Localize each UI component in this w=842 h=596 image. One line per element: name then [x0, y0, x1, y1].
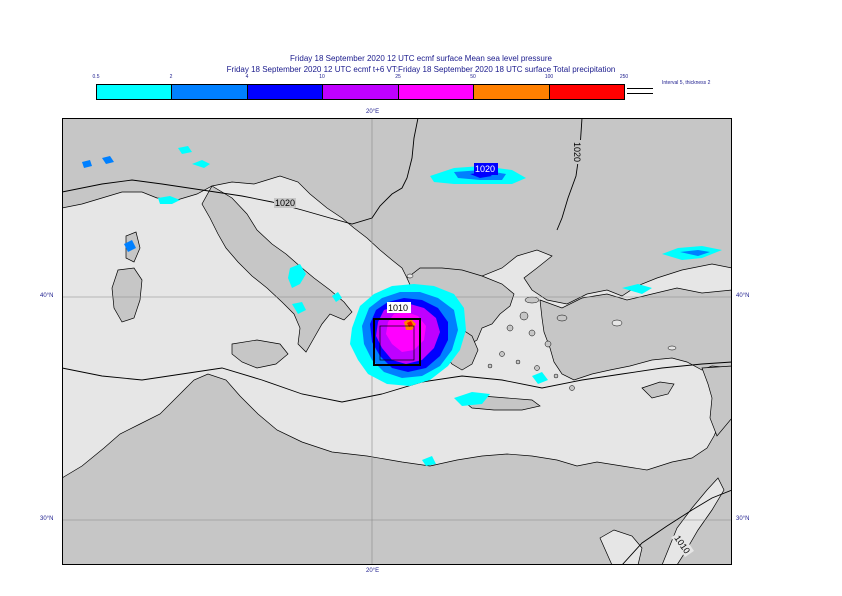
precipitation-patches [82, 146, 722, 466]
isobar-label: 1020 [475, 164, 495, 174]
lon-label-bottom: 20°E [366, 568, 380, 574]
land-cyprus [641, 381, 675, 399]
focus-box-inner [379, 325, 415, 361]
isobar-label: 1020 [275, 198, 295, 208]
legend-tick: 0.5 [92, 74, 100, 80]
isobar-1015 [62, 361, 732, 403]
lat-label-left: 40°N [40, 293, 54, 299]
map-frame [62, 118, 732, 565]
lat-label-left: 30°N [40, 516, 54, 522]
land-africa [62, 373, 732, 565]
land-turkey [539, 287, 732, 381]
isobar-label: 1020 [572, 142, 582, 162]
land-sicily [231, 339, 289, 369]
precipitation-map: 1020 1020 1020 1010 1010 [62, 118, 732, 565]
legend-tick: 4 [245, 74, 249, 80]
legend-tick: 2 [169, 74, 173, 80]
gulf-of-suez [599, 529, 643, 565]
land-sardinia [111, 267, 143, 323]
legend-swatch [96, 84, 172, 100]
lon-label-top: 20°E [366, 109, 380, 115]
legend-swatch [473, 84, 550, 100]
lat-label-right: 30°N [736, 516, 750, 522]
legend-tick: 250 [619, 74, 629, 80]
isobar-label: 1010 [388, 303, 408, 313]
legend-tick: 100 [544, 74, 554, 80]
legend-swatch [549, 84, 625, 100]
focus-box [373, 318, 421, 366]
map-title-line2: Friday 18 September 2020 12 UTC ecmf t+6… [226, 65, 616, 74]
contour-info: Interval 5, thickness 2 [662, 80, 711, 86]
contour-thin-line [627, 88, 653, 89]
legend-tick: 10 [319, 74, 325, 80]
legend-tick: 25 [395, 74, 401, 80]
precipitation-legend: 0.5 2 4 10 25 50 100 250 [92, 74, 736, 104]
legend-swatch [247, 84, 323, 100]
isobar-1020-north [62, 118, 419, 225]
aegean-islands [487, 296, 575, 391]
land-italy [201, 185, 353, 353]
land-levant [701, 365, 732, 437]
map-title-line1: Friday 18 September 2020 12 UTC ecmf sur… [290, 54, 552, 63]
lat-label-right: 40°N [736, 293, 750, 299]
isobar-1010-se [621, 489, 732, 565]
contour-thick-line [627, 93, 653, 94]
legend-tick: 50 [470, 74, 476, 80]
legend-swatch [398, 84, 474, 100]
legend-swatch [171, 84, 248, 100]
legend-swatch [322, 84, 399, 100]
